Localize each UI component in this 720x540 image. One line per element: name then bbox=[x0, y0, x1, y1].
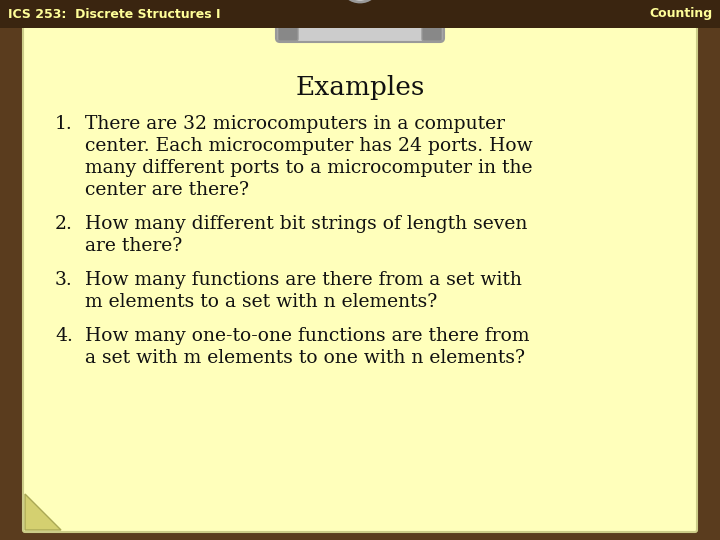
FancyBboxPatch shape bbox=[343, 0, 377, 22]
FancyBboxPatch shape bbox=[422, 19, 442, 41]
Text: m elements to a set with n elements?: m elements to a set with n elements? bbox=[85, 293, 437, 311]
Polygon shape bbox=[25, 494, 61, 530]
Text: a set with m elements to one with n elements?: a set with m elements to one with n elem… bbox=[85, 349, 525, 367]
Text: 3.: 3. bbox=[55, 271, 73, 289]
Text: center. Each microcomputer has 24 ports. How: center. Each microcomputer has 24 ports.… bbox=[85, 137, 533, 155]
FancyBboxPatch shape bbox=[0, 0, 720, 28]
Text: There are 32 microcomputers in a computer: There are 32 microcomputers in a compute… bbox=[85, 115, 505, 133]
Text: center are there?: center are there? bbox=[85, 181, 249, 199]
FancyBboxPatch shape bbox=[23, 16, 697, 532]
Text: 4.: 4. bbox=[55, 327, 73, 345]
Text: How many functions are there from a set with: How many functions are there from a set … bbox=[85, 271, 522, 289]
Text: 1.: 1. bbox=[55, 115, 73, 133]
FancyBboxPatch shape bbox=[278, 19, 298, 41]
Ellipse shape bbox=[343, 0, 377, 2]
Text: Counting: Counting bbox=[649, 8, 712, 21]
Text: many different ports to a microcomputer in the: many different ports to a microcomputer … bbox=[85, 159, 533, 177]
Text: How many different bit strings of length seven: How many different bit strings of length… bbox=[85, 215, 527, 233]
Text: Examples: Examples bbox=[295, 76, 425, 100]
Text: are there?: are there? bbox=[85, 237, 182, 255]
Text: How many one-to-one functions are there from: How many one-to-one functions are there … bbox=[85, 327, 529, 345]
FancyBboxPatch shape bbox=[276, 12, 444, 42]
Text: 2.: 2. bbox=[55, 215, 73, 233]
Text: ICS 253:  Discrete Structures I: ICS 253: Discrete Structures I bbox=[8, 8, 220, 21]
